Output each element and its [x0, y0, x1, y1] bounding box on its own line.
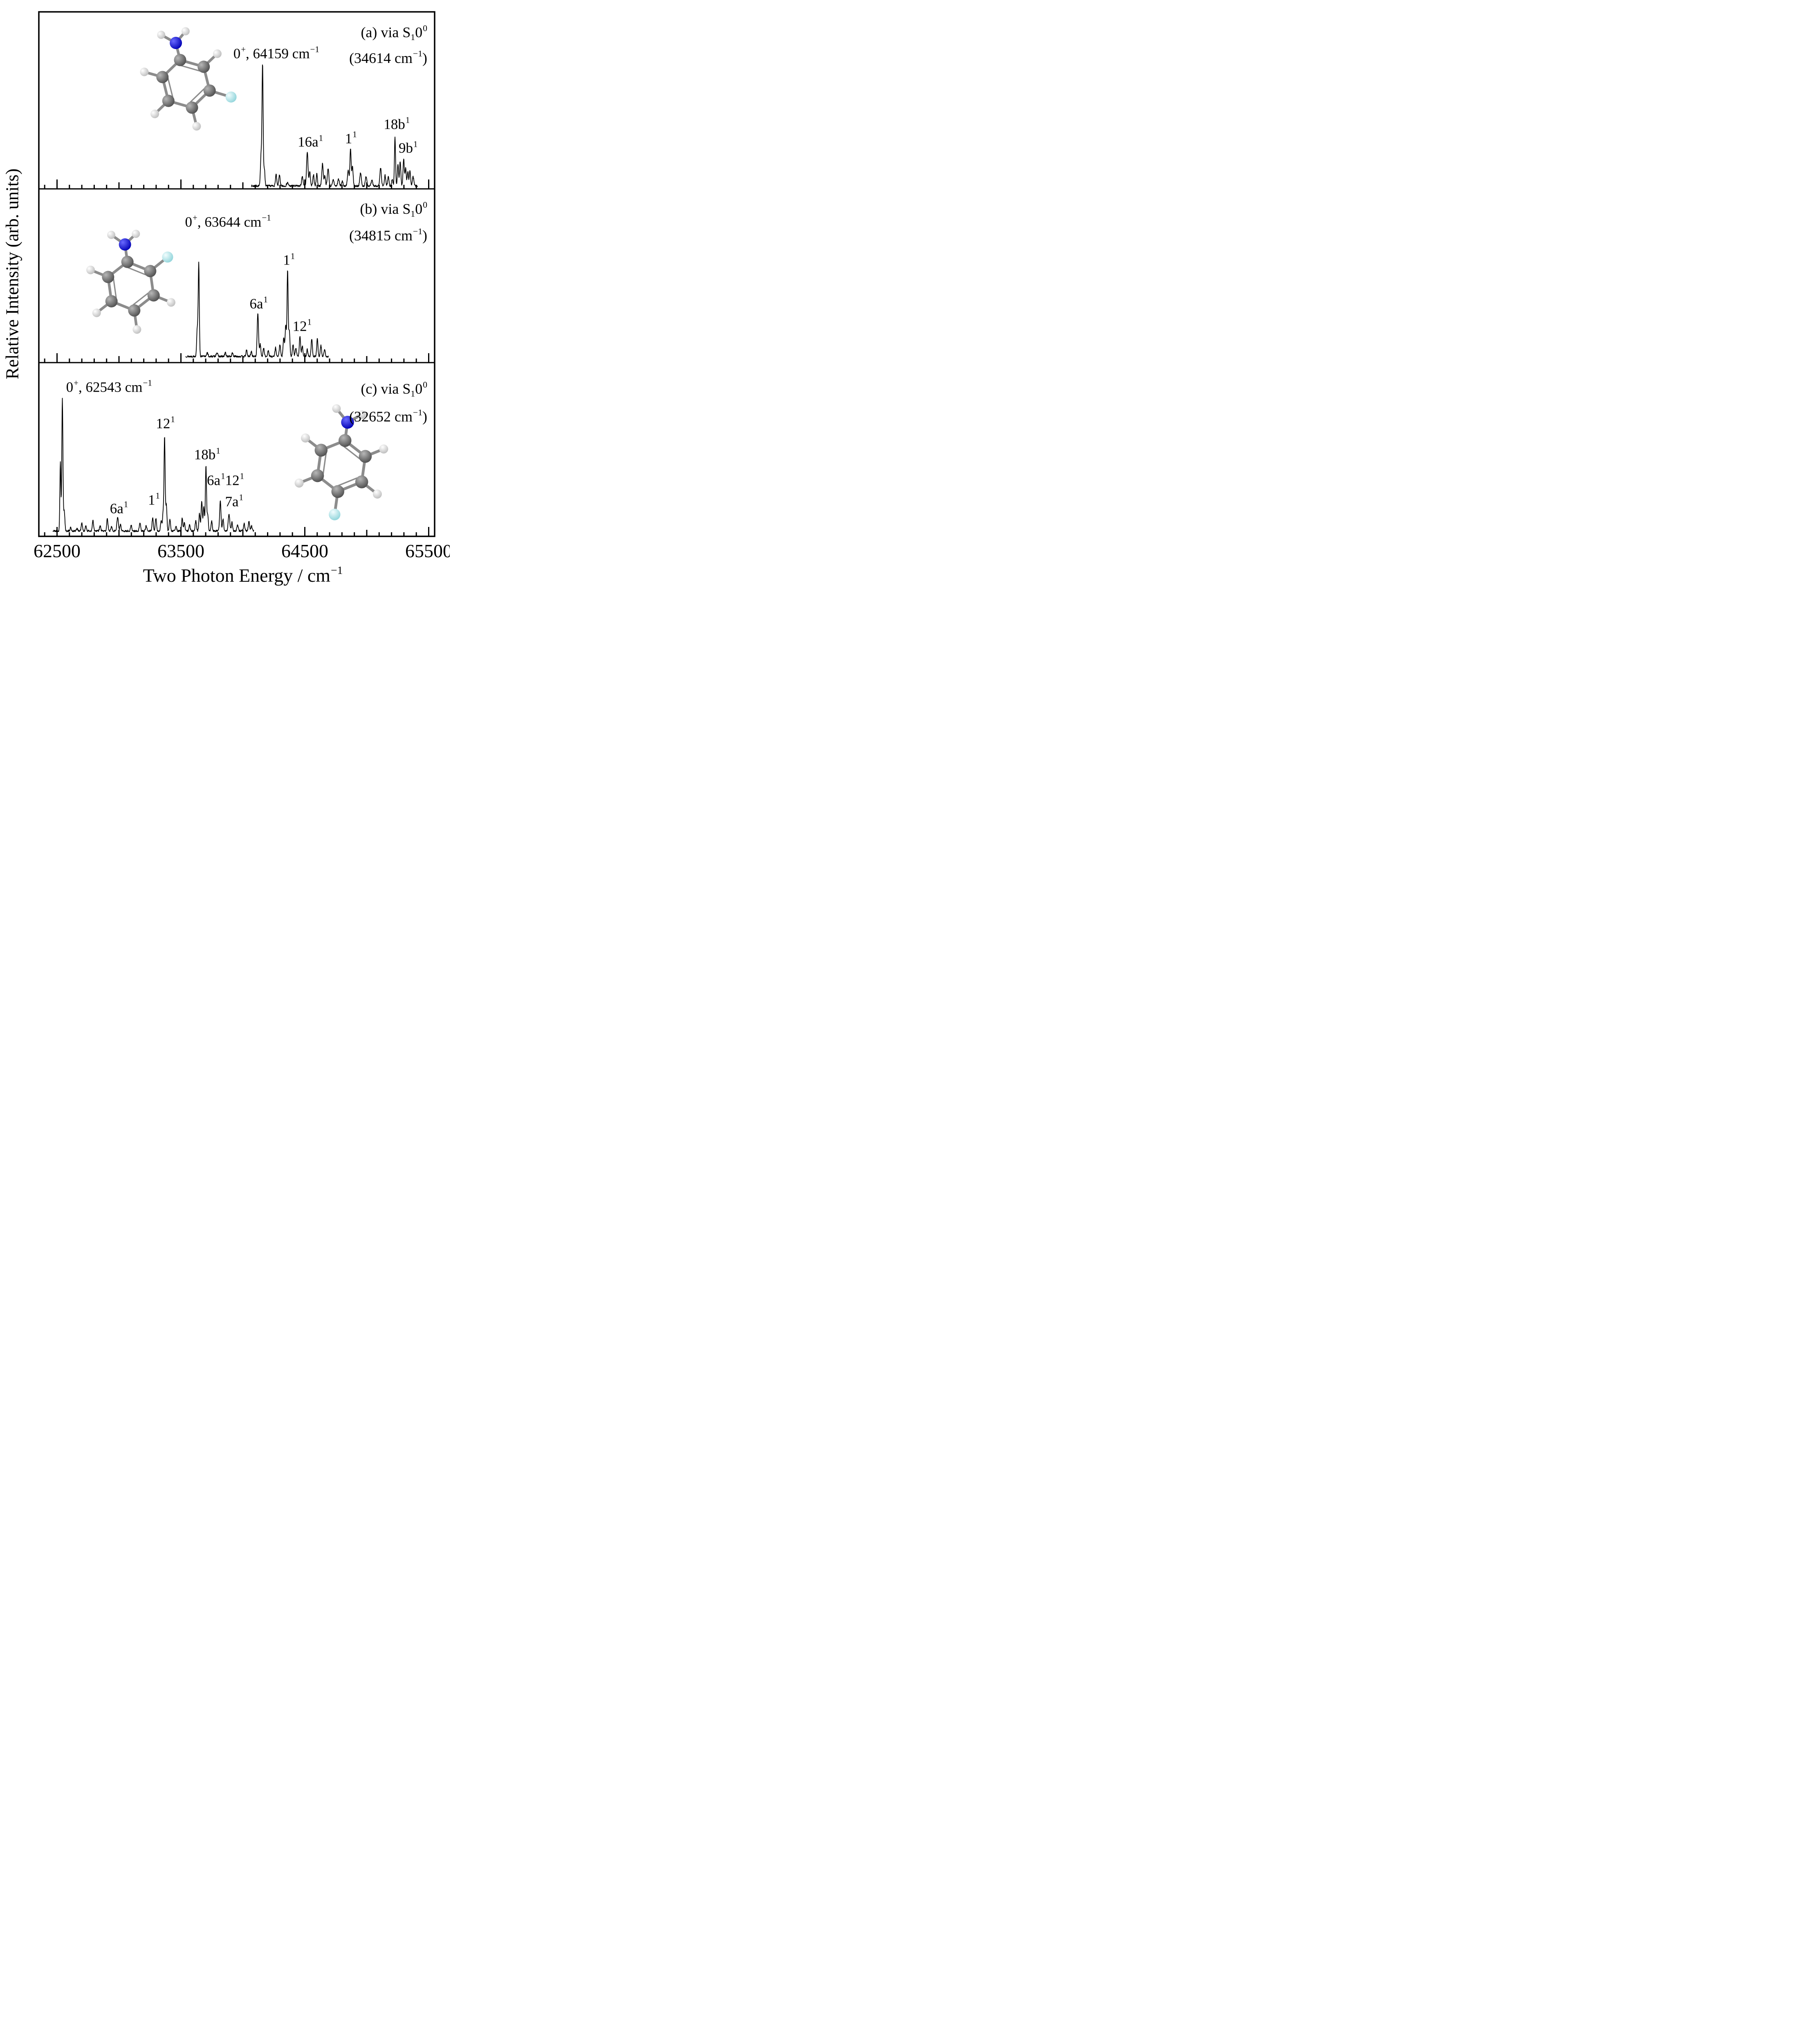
hydrogen-atom — [213, 49, 222, 58]
fluorine-atom — [162, 251, 173, 263]
hydrogen-atom — [107, 231, 116, 239]
peak-annotation-c: 11 — [148, 491, 160, 508]
carbon-atom — [102, 271, 114, 283]
carbon-atom — [162, 94, 175, 107]
x-axis-title: Two Photon Energy / cm−1 — [143, 563, 343, 586]
y-axis-label: Relative Intensity (arb. units) — [2, 168, 22, 379]
panel-c-title: (c) via S100 — [361, 379, 427, 399]
peak-annotation-a: 18b1 — [384, 115, 410, 132]
carbon-atom — [174, 54, 186, 66]
peak-annotation-c: 6a1 — [110, 499, 128, 517]
hydrogen-atom — [92, 308, 101, 317]
hydrogen-atom — [357, 410, 366, 419]
carbon-atom — [156, 71, 169, 83]
x-tick-label: 65500 — [405, 540, 450, 561]
peak-annotation-b: 11 — [283, 251, 295, 268]
panel-b-title: (b) via S100 — [360, 199, 427, 219]
spectrum-trace-a — [251, 64, 418, 187]
hydrogen-atom — [150, 110, 159, 119]
x-tick-label: 62500 — [34, 540, 81, 561]
fluorine-atom — [329, 509, 341, 520]
molecule-2-fluoroaniline — [86, 230, 175, 334]
peak-annotation-b: 0+, 63644 cm−1 — [185, 213, 271, 230]
peak-annotation-a: 11 — [345, 129, 357, 147]
hydrogen-atom — [379, 444, 388, 454]
carbon-atom — [311, 469, 324, 482]
carbon-atom — [186, 101, 198, 114]
hydrogen-atom — [132, 230, 140, 238]
carbon-atom — [144, 265, 157, 278]
hydrogen-atom — [192, 122, 201, 131]
panel-a-subtitle: (34614 cm−1) — [349, 49, 427, 66]
spectra-plot — [38, 11, 435, 537]
x-tick-label: 63500 — [157, 540, 204, 561]
x-tick-label: 64500 — [281, 540, 328, 561]
peak-annotation-a: 0+, 64159 cm−1 — [233, 44, 319, 62]
hydrogen-atom — [332, 404, 341, 413]
molecule-4-fluoroaniline — [294, 404, 388, 520]
peak-annotation-c: 6a1121 — [207, 471, 245, 489]
carbon-atom — [105, 295, 118, 307]
carbon-atom — [355, 475, 368, 489]
carbon-atom — [203, 84, 216, 97]
carbon-atom — [147, 289, 160, 302]
panel-a-title: (a) via S100 — [361, 23, 427, 43]
peak-annotation-c: 18b1 — [194, 446, 220, 463]
figure-canvas: (a) via S100 (34614 cm−1) 0+, 64159 cm−1 16… — [0, 0, 450, 593]
peak-annotation-a: 16a1 — [298, 133, 323, 150]
hydrogen-atom — [372, 489, 382, 499]
hydrogen-atom — [181, 27, 190, 36]
carbon-atom — [339, 434, 352, 447]
carbon-atom — [314, 444, 328, 457]
carbon-atom — [128, 304, 141, 317]
hydrogen-atom — [301, 433, 310, 443]
hydrogen-atom — [157, 31, 166, 39]
peak-annotation-a: 9b1 — [398, 139, 418, 156]
peak-annotation-c: 121 — [156, 414, 175, 432]
peak-annotation-c: 7a1 — [225, 492, 244, 510]
hydrogen-atom — [166, 298, 175, 307]
nitrogen-atom — [341, 416, 354, 429]
spectrum-trace-c — [52, 398, 254, 532]
peak-annotation-c: 0+, 62543 cm−1 — [66, 378, 152, 395]
carbon-atom — [331, 485, 344, 498]
molecule-3-fluoroaniline — [140, 27, 237, 131]
hydrogen-atom — [132, 325, 141, 334]
hydrogen-atom — [140, 67, 149, 76]
fluorine-atom — [225, 91, 237, 103]
peak-annotation-b: 6a1 — [249, 294, 268, 312]
peak-annotation-b: 121 — [292, 317, 312, 334]
carbon-atom — [197, 61, 210, 73]
nitrogen-atom — [119, 238, 131, 251]
hydrogen-atom — [86, 265, 95, 274]
panel-c-subtitle: (32652 cm−1) — [349, 407, 427, 425]
panel-b-subtitle: (34815 cm−1) — [349, 226, 427, 244]
plot-border — [38, 11, 435, 537]
carbon-atom — [359, 450, 372, 463]
spectrum-trace-b — [185, 261, 329, 358]
hydrogen-atom — [294, 478, 304, 488]
carbon-atom — [121, 256, 134, 268]
nitrogen-atom — [170, 37, 182, 49]
